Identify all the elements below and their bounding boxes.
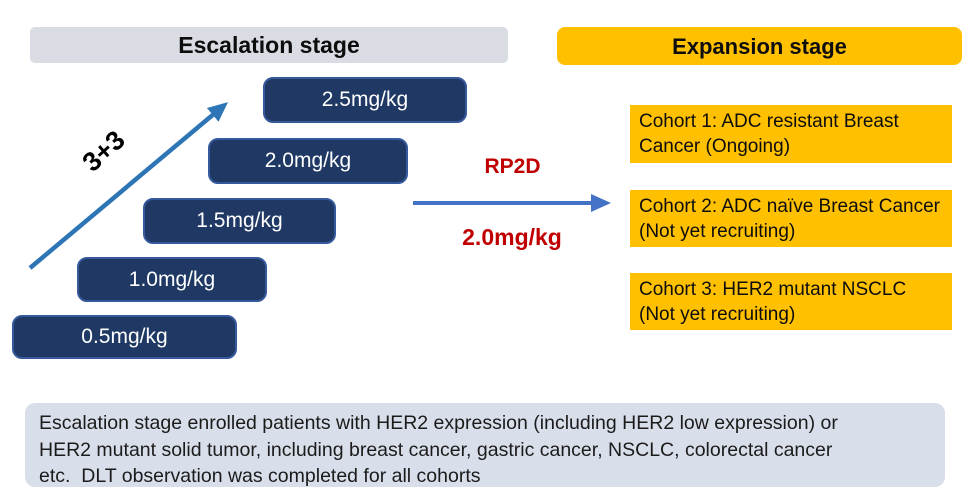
dose-box-0-5mgkg: 0.5mg/kg — [12, 315, 237, 359]
escalation-stage-header: Escalation stage — [30, 27, 508, 63]
cohort-1-box: Cohort 1: ADC resistant Breast Cancer (O… — [630, 105, 952, 163]
three-plus-three-label: 3+3 — [76, 124, 131, 178]
dose-box-1-0mgkg: 1.0mg/kg — [77, 257, 267, 302]
cohort-3-box: Cohort 3: HER2 mutant NSCLC (Not yet rec… — [630, 273, 952, 330]
dose-box-1-5mgkg: 1.5mg/kg — [143, 198, 336, 244]
rp2d-label: RP2D — [484, 155, 541, 178]
footnote-line: etc. DLT observation was completed for a… — [39, 465, 481, 488]
footnote-line: Escalation stage enrolled patients with … — [39, 412, 838, 434]
rp2d-dose-label: 2.0mg/kg — [462, 224, 562, 250]
expansion-stage-header: Expansion stage — [557, 27, 962, 65]
footnote-line: HER2 mutant solid tumor, including breas… — [39, 438, 833, 461]
cohort-2-box: Cohort 2: ADC naïve Breast Cancer (Not y… — [630, 190, 952, 247]
dose-box-2-0mgkg: 2.0mg/kg — [208, 138, 408, 184]
dose-box-2-5mgkg: 2.5mg/kg — [263, 77, 467, 123]
footnote-box: Escalation stage enrolled patients with … — [25, 403, 945, 487]
